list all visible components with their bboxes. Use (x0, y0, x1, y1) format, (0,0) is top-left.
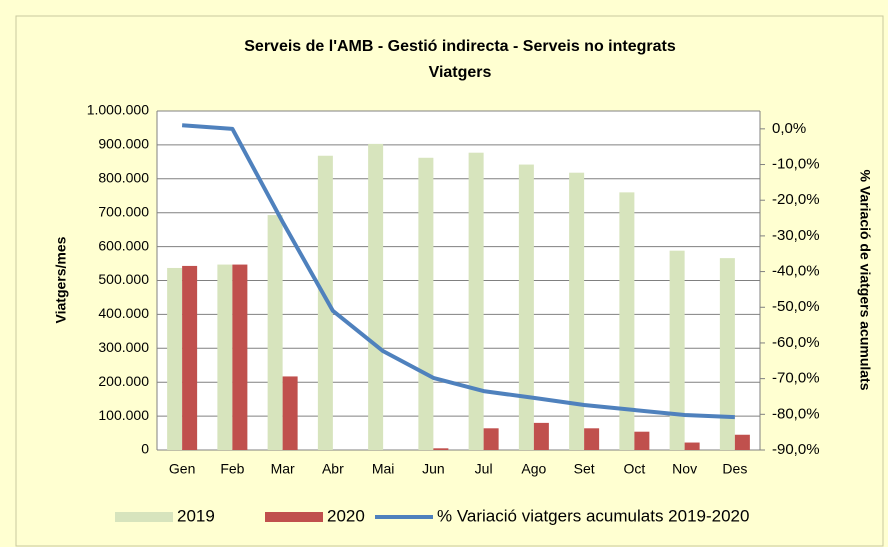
y-tick-label: 900.000 (98, 136, 149, 152)
bar (418, 157, 434, 451)
bar (433, 448, 449, 450)
bar (619, 192, 635, 451)
bar (533, 422, 549, 450)
y-tick-label: 400.000 (98, 305, 149, 321)
x-tick-label: Nov (672, 461, 697, 477)
x-tick-label: Des (722, 461, 747, 477)
legend-label: 2019 (177, 506, 215, 525)
bar (232, 264, 248, 450)
bar (167, 267, 183, 450)
x-tick-label: Mar (271, 461, 295, 477)
bar (368, 143, 384, 450)
bar (317, 155, 333, 451)
y-tick-label: 300.000 (98, 339, 149, 355)
y2-tick-label: -60,0% (772, 334, 820, 351)
x-tick-label: Mai (372, 461, 395, 477)
y2-tick-label: -40,0% (772, 263, 820, 280)
bar (734, 434, 750, 450)
chart-border (15, 15, 884, 547)
y2-tick-label: -10,0% (772, 155, 820, 172)
legend-label: % Variació viatgers acumulats 2019-2020 (437, 506, 749, 525)
y2-tick-label: -70,0% (772, 370, 820, 387)
line (181, 123, 735, 420)
y2-tick-label: -80,0% (772, 405, 820, 422)
y2-tick-label: 0,0% (772, 120, 806, 137)
chart-subtitle: Viatgers (429, 64, 492, 81)
bar (282, 376, 298, 450)
y-tick-label: 100.000 (98, 407, 149, 423)
y-tick-label: 600.000 (98, 237, 149, 253)
x-tick-label: Set (574, 461, 595, 477)
y-tick-label: 200.000 (98, 373, 149, 389)
y2-axis-title: % Variació de viatgers acumulats (857, 170, 873, 391)
bar (483, 428, 499, 450)
x-tick-label: Ago (521, 461, 546, 477)
y-axis-title: Viatgers/mes (53, 236, 69, 323)
legend-label: 2020 (327, 506, 365, 525)
bar (669, 250, 685, 450)
y-tick-label: 1.000.000 (87, 102, 149, 118)
bar (584, 428, 600, 450)
x-tick-label: Jul (475, 461, 493, 477)
x-tick-label: Feb (220, 461, 244, 477)
bar (468, 152, 484, 450)
bar (518, 164, 534, 450)
x-tick-label: Jun (422, 461, 445, 477)
bar (634, 431, 650, 450)
bar (569, 172, 585, 450)
y-tick-label: 800.000 (98, 170, 149, 186)
legend-swatch (265, 512, 323, 522)
chart-title: Serveis de l'AMB - Gestió indirecta - Se… (244, 38, 676, 55)
y-tick-label: 500.000 (98, 271, 149, 287)
y2-tick-label: -50,0% (772, 298, 820, 315)
bar (684, 442, 700, 450)
bar (217, 264, 233, 450)
y2-tick-label: -90,0% (772, 441, 820, 458)
bar (182, 265, 198, 450)
y2-tick-label: -30,0% (772, 227, 820, 244)
x-tick-label: Abr (322, 461, 344, 477)
y2-tick-label: -20,0% (772, 191, 820, 208)
y-tick-label: 700.000 (98, 203, 149, 219)
x-tick-label: Oct (623, 461, 645, 477)
bar (267, 215, 283, 450)
y-tick-label: 0 (141, 441, 149, 457)
legend-swatch (115, 512, 173, 522)
x-tick-label: Gen (169, 461, 195, 477)
bar (719, 258, 735, 450)
